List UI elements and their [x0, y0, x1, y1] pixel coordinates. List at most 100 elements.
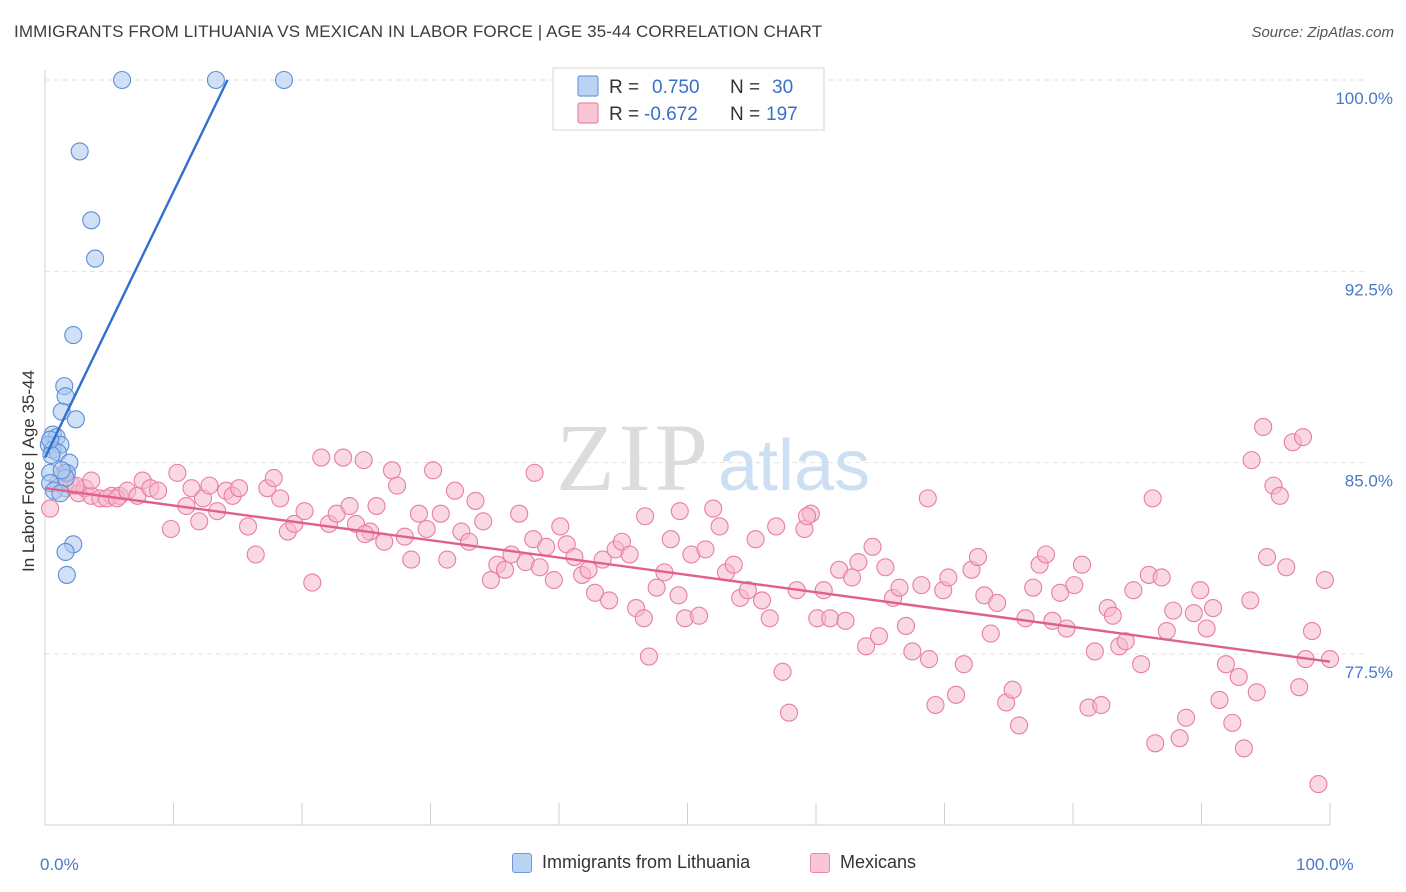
- mexicans-point: [1036, 545, 1056, 564]
- mexicans-point: [869, 627, 889, 646]
- mexicans-point: [1124, 581, 1143, 600]
- mexicans-point: [459, 532, 479, 551]
- zipatlas-watermark: ZIP atlas: [556, 404, 870, 511]
- mexicans-point: [746, 530, 765, 549]
- mexicans-point: [1177, 708, 1196, 727]
- lithuania-point: [57, 565, 76, 584]
- lithuania-trend-line: [43, 79, 229, 459]
- mexicans-points: [41, 417, 1340, 794]
- legend-r-value-2: -0.672: [644, 104, 698, 125]
- mexicans-point: [271, 489, 290, 508]
- mexicans-point: [264, 468, 283, 488]
- legend-n-label-1: N =: [730, 77, 760, 98]
- mexicans-point: [1229, 667, 1248, 687]
- mexicans-point: [1103, 606, 1122, 625]
- lithuania-point: [113, 70, 132, 90]
- mexicans-point: [710, 517, 729, 536]
- mexicans-point: [647, 578, 666, 597]
- mexicans-point: [355, 525, 375, 544]
- y-tick-labels: 100.0% 92.5% 85.0% 77.5%: [1335, 89, 1393, 682]
- legend-r-label-2: R =: [609, 104, 639, 125]
- y-tick-label-2: 85.0%: [1345, 472, 1393, 491]
- legend-label-mexicans: Mexicans: [840, 852, 917, 872]
- mexicans-point: [1051, 583, 1070, 602]
- mexicans-point: [1146, 734, 1165, 753]
- mexicans-point: [661, 530, 680, 549]
- mexicans-point: [168, 463, 187, 482]
- mexicans-point: [312, 448, 331, 467]
- y-tick-label-1: 92.5%: [1345, 280, 1393, 299]
- mexicans-point: [1234, 739, 1253, 758]
- mexicans-point: [1157, 621, 1176, 641]
- lithuania-point: [86, 249, 105, 268]
- mexicans-point: [738, 581, 757, 600]
- mexicans-point: [1223, 713, 1242, 732]
- mexicans-point: [1184, 604, 1203, 623]
- mexicans-point: [424, 461, 443, 480]
- lithuania-point: [70, 142, 89, 161]
- mexicans-point: [474, 512, 493, 531]
- legend-n-label-2: N =: [730, 104, 760, 125]
- mexicans-point: [842, 568, 862, 587]
- mexicans-point: [918, 489, 937, 508]
- mexicans-point: [704, 499, 723, 518]
- legend-r-value-1: 0.750: [652, 77, 700, 98]
- mexicans-point: [1210, 690, 1229, 709]
- legend-swatch-blue: [577, 75, 599, 97]
- mexicans-point: [303, 573, 322, 592]
- mexicans-point: [1116, 632, 1135, 651]
- mexicans-point: [409, 504, 428, 523]
- mexicans-point: [1315, 570, 1334, 590]
- lithuania-point: [206, 70, 225, 90]
- mexicans-point: [182, 479, 201, 498]
- mexicans-point: [620, 545, 639, 564]
- mexicans-point: [903, 642, 922, 661]
- y-tick-label-0: 100.0%: [1335, 89, 1393, 108]
- mexicans-point: [510, 504, 529, 523]
- mexicans-point: [1024, 578, 1043, 597]
- mexicans-point: [890, 578, 909, 597]
- legend-item-mexicans[interactable]: Mexicans: [810, 852, 916, 873]
- mexicans-point: [1241, 591, 1260, 610]
- lithuania-point: [56, 542, 75, 562]
- mexicans-point: [1270, 486, 1289, 505]
- mexicans-point: [926, 695, 945, 715]
- y-tick-label-3: 77.5%: [1345, 663, 1393, 682]
- mexicans-trend-line: [44, 486, 1331, 663]
- mexicans-point: [1072, 555, 1092, 574]
- mexicans-point: [388, 476, 407, 495]
- mexicans-point: [537, 537, 556, 556]
- mexicans-point: [636, 507, 655, 526]
- legend-n-value-2: 197: [766, 104, 798, 125]
- mexicans-point: [367, 496, 386, 516]
- mexicans-point: [149, 481, 168, 500]
- mexicans-point: [417, 519, 436, 539]
- mexicans-point: [481, 570, 500, 590]
- watermark-atlas: atlas: [718, 426, 870, 506]
- mexicans-point: [238, 517, 258, 536]
- mexicans-point: [1320, 650, 1340, 669]
- mexicans-point: [354, 451, 373, 470]
- lithuania-point: [82, 211, 101, 230]
- mexicans-point: [981, 624, 1000, 643]
- mexicans-point: [1290, 678, 1309, 697]
- mexicans-point: [544, 570, 563, 590]
- mexicans-point: [495, 560, 515, 579]
- mexicans-point: [696, 540, 715, 559]
- mexicans-point: [1204, 599, 1223, 618]
- x-tick-label-max: 100.0%: [1296, 855, 1354, 874]
- mexicans-point: [1152, 568, 1171, 587]
- mexicans-point: [639, 647, 659, 666]
- mexicans-point: [585, 583, 605, 602]
- mexicans-point: [912, 576, 931, 595]
- legend-swatch-lithuania: [512, 852, 532, 873]
- mexicans-point: [82, 471, 101, 490]
- mexicans-point: [161, 519, 180, 539]
- mexicans-point: [690, 606, 709, 625]
- trend-lines: [43, 79, 1331, 663]
- mexicans-point: [466, 491, 485, 510]
- mexicans-point: [1085, 642, 1104, 661]
- legend-item-lithuania[interactable]: Immigrants from Lithuania: [512, 852, 750, 873]
- mexicans-point: [1216, 655, 1235, 674]
- mexicans-point: [295, 502, 314, 521]
